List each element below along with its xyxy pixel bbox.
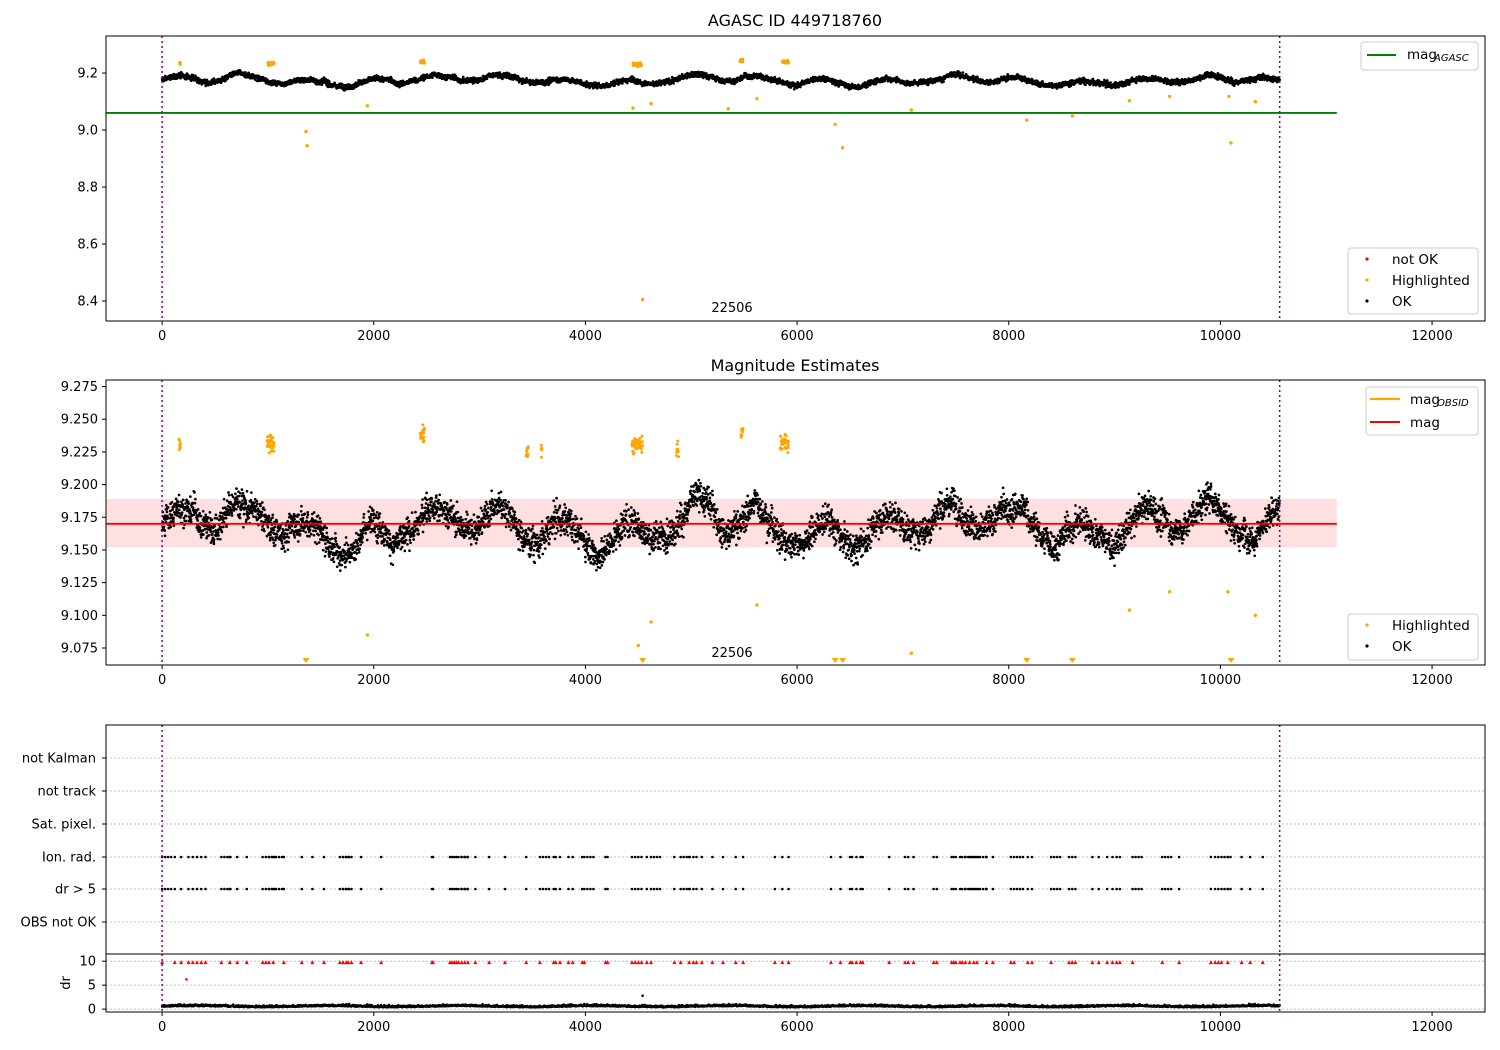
ok-point (254, 78, 257, 82)
ok-point (212, 77, 216, 80)
panel-agasc: AGASC ID 449718760 0 2000 4000 6000 8000 1000… (77, 11, 1486, 344)
ok-point (461, 75, 465, 79)
ok-point (1127, 83, 1131, 86)
ok-point (1105, 79, 1109, 82)
ok-point (1084, 83, 1087, 87)
ok-point (485, 77, 489, 81)
ok-point (205, 78, 209, 82)
ok-point (238, 69, 242, 72)
panel-1-title: AGASC ID 449718760 (708, 11, 882, 30)
ok-point (792, 87, 796, 91)
ok-point (672, 82, 676, 85)
ok-point (961, 71, 965, 74)
ok-point (866, 85, 869, 89)
ok-point (196, 76, 200, 80)
ok-point (971, 74, 975, 78)
panel-1-plot-area (106, 36, 1337, 321)
ok-point (796, 80, 800, 84)
ok-point (1230, 77, 1234, 81)
ok-point (942, 80, 945, 84)
ok-point (1109, 81, 1112, 84)
ok-point (430, 76, 434, 80)
ok-point (717, 76, 721, 80)
ok-point (621, 82, 624, 85)
ok-point (1134, 81, 1138, 85)
